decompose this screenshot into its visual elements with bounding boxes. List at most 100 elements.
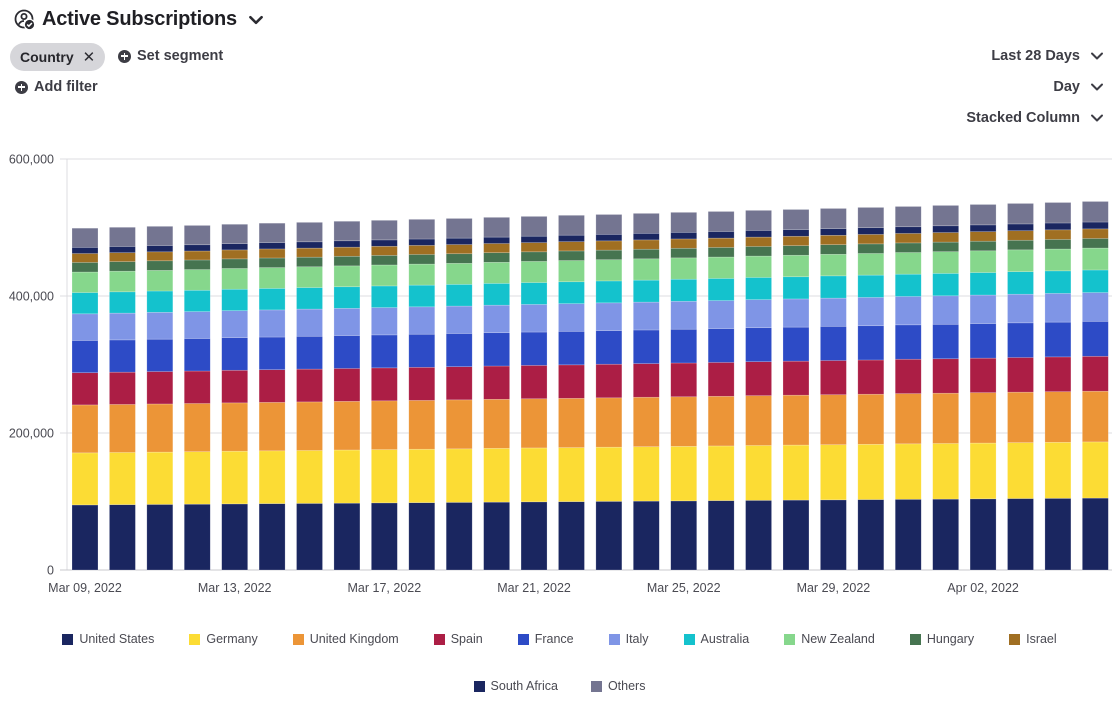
bar-segment-france[interactable] [782,326,810,362]
bar-segment-hungary[interactable] [408,254,436,265]
bar-segment-germany[interactable] [296,450,323,504]
bar-segment-hungary[interactable] [109,261,136,272]
bar-segment-germany[interactable] [71,452,99,506]
bar-segment-others[interactable] [894,206,922,228]
bar-segment-new-zealand[interactable] [408,263,436,286]
bar-segment-others[interactable] [595,214,623,235]
bar-segment-israel[interactable] [296,247,323,258]
bar-segment-france[interactable] [1007,322,1034,358]
legend-item-australia[interactable]: Australia [683,632,749,646]
bar-segment-france[interactable] [109,339,136,373]
bar-segment-israel[interactable] [483,243,510,254]
bar-segment-united-kingdom[interactable] [1082,390,1109,443]
bar-segment-united-kingdom[interactable] [969,392,997,444]
bar-segment-australia[interactable] [296,287,323,310]
bar-segment-germany[interactable] [707,445,735,501]
bar-segment-hungary[interactable] [445,253,473,264]
bar-segment-germany[interactable] [333,449,361,504]
bar-segment-spain[interactable] [932,358,959,394]
bar-segment-united-kingdom[interactable] [632,396,660,447]
bar-segment-italy[interactable] [595,302,623,331]
bar-segment-hungary[interactable] [632,248,660,260]
bar-segment-italy[interactable] [745,299,772,329]
bar-segment-united-states[interactable] [1082,497,1109,571]
bar-segment-australia[interactable] [71,292,99,315]
bar-segment-italy[interactable] [371,307,398,336]
bar-segment-south-africa[interactable] [221,243,248,251]
legend-item-israel[interactable]: Israel [1009,632,1057,646]
bar-segment-france[interactable] [408,333,436,368]
bar-segment-south-africa[interactable] [632,233,660,241]
bar-segment-hungary[interactable] [520,251,548,262]
legend-item-italy[interactable]: Italy [608,632,649,646]
bar-segment-germany[interactable] [483,448,510,503]
bar-segment-united-states[interactable] [707,500,735,571]
bar-segment-germany[interactable] [820,444,847,501]
bar-segment-united-kingdom[interactable] [1007,391,1034,443]
bar-segment-italy[interactable] [71,313,99,341]
bar-segment-israel[interactable] [820,235,847,245]
bar-segment-spain[interactable] [745,361,772,396]
bar-segment-united-states[interactable] [146,504,174,571]
bar-segment-others[interactable] [258,222,286,243]
bar-segment-hungary[interactable] [1007,239,1034,251]
bar-segment-spain[interactable] [894,358,922,394]
bar-segment-new-zealand[interactable] [183,269,211,291]
bar-segment-australia[interactable] [820,275,847,299]
bar-segment-united-kingdom[interactable] [595,397,623,448]
bar-segment-united-states[interactable] [296,503,323,571]
bar-segment-new-zealand[interactable] [146,270,174,292]
chart-type-dropdown[interactable]: Stacked Column [966,110,1105,126]
bar-segment-new-zealand[interactable] [221,268,248,290]
bar-segment-united-kingdom[interactable] [558,398,585,448]
bar-segment-hungary[interactable] [595,249,623,261]
bar-segment-hungary[interactable] [820,244,847,255]
bar-segment-italy[interactable] [969,294,997,324]
bar-segment-hungary[interactable] [1044,239,1072,250]
bar-segment-united-states[interactable] [445,502,473,571]
bar-segment-israel[interactable] [408,245,436,255]
bar-segment-spain[interactable] [820,360,847,396]
bar-segment-spain[interactable] [558,364,585,399]
bar-segment-south-africa[interactable] [483,236,510,244]
bar-segment-united-states[interactable] [820,499,847,571]
bar-segment-new-zealand[interactable] [782,254,810,278]
bar-segment-south-africa[interactable] [520,235,548,243]
bar-segment-italy[interactable] [932,295,959,325]
bar-segment-south-africa[interactable] [932,225,959,233]
bar-segment-italy[interactable] [296,308,323,337]
bar-segment-united-states[interactable] [670,500,698,571]
bar-segment-australia[interactable] [969,272,997,296]
bar-segment-united-kingdom[interactable] [782,394,810,446]
bar-segment-new-zealand[interactable] [333,265,361,288]
bar-segment-france[interactable] [595,330,623,365]
bar-segment-israel[interactable] [520,242,548,253]
bar-segment-australia[interactable] [146,290,174,313]
bar-segment-france[interactable] [1044,321,1072,358]
bar-segment-france[interactable] [707,328,735,363]
legend-item-united-states[interactable]: United States [62,632,154,646]
bar-segment-united-kingdom[interactable] [258,402,286,452]
bar-segment-others[interactable] [221,223,248,244]
bar-segment-spain[interactable] [1044,356,1072,392]
bar-segment-new-zealand[interactable] [371,264,398,287]
bar-segment-new-zealand[interactable] [745,255,772,278]
bar-segment-hungary[interactable] [670,247,698,259]
bar-segment-israel[interactable] [745,236,772,247]
report-title-dropdown[interactable]: Active Subscriptions [14,8,265,31]
bar-segment-france[interactable] [820,326,847,361]
bar-segment-israel[interactable] [1082,228,1109,239]
bar-segment-others[interactable] [146,226,174,246]
bar-segment-spain[interactable] [520,365,548,400]
bar-segment-germany[interactable] [632,446,660,502]
bar-segment-australia[interactable] [632,279,660,303]
bar-segment-united-states[interactable] [408,502,436,571]
bar-segment-united-kingdom[interactable] [1044,391,1072,443]
bar-segment-united-kingdom[interactable] [520,398,548,449]
bar-segment-new-zealand[interactable] [558,260,585,283]
bar-segment-israel[interactable] [258,248,286,259]
bar-segment-israel[interactable] [333,246,361,257]
bar-segment-germany[interactable] [1044,442,1072,499]
bar-segment-others[interactable] [483,217,510,238]
legend-item-others[interactable]: Others [590,679,645,693]
